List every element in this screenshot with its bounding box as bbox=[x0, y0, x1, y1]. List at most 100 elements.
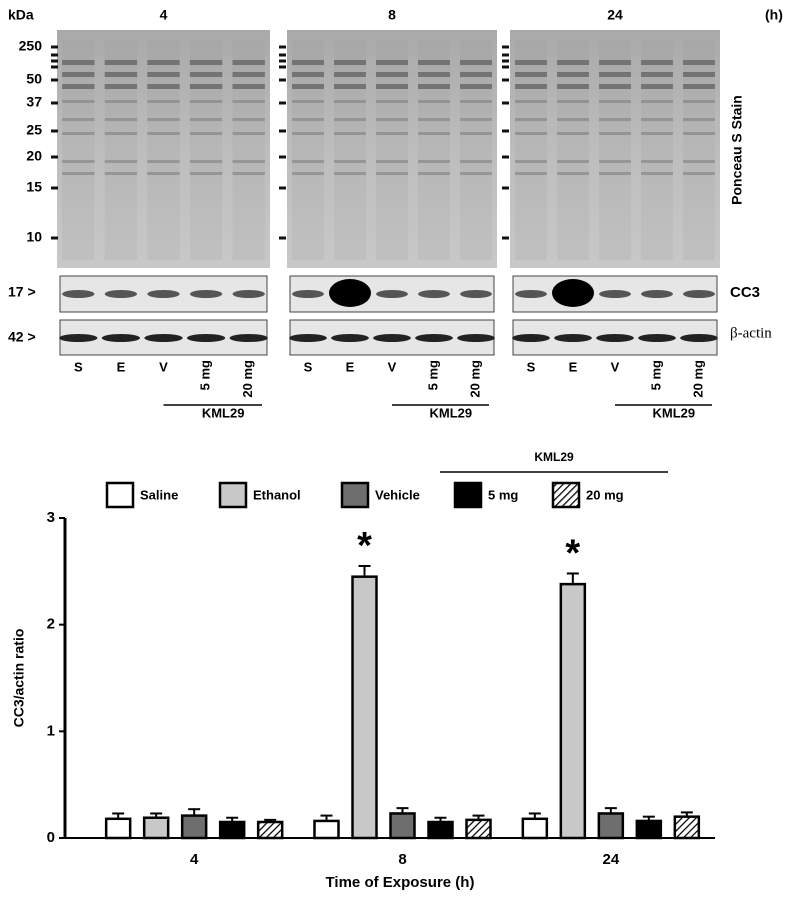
gel-band bbox=[515, 84, 547, 89]
gel-band bbox=[147, 84, 180, 89]
gel-band bbox=[599, 84, 631, 89]
group-label: KML29 bbox=[652, 405, 695, 420]
lane-shade bbox=[683, 40, 715, 260]
gel-band bbox=[460, 60, 492, 65]
gel-band bbox=[334, 84, 366, 89]
gel-band bbox=[599, 160, 631, 163]
gel-band bbox=[460, 172, 492, 175]
cc3-band bbox=[515, 290, 547, 298]
lane-label: E bbox=[346, 359, 355, 374]
y-tick-label: 2 bbox=[47, 616, 55, 633]
marker-tick bbox=[279, 59, 286, 63]
bar bbox=[673, 815, 701, 840]
marker-tick bbox=[502, 78, 509, 82]
gel-band bbox=[460, 160, 492, 163]
gel-band bbox=[418, 160, 450, 163]
gel-band bbox=[460, 84, 492, 89]
marker-tick bbox=[51, 129, 58, 133]
bar bbox=[559, 582, 587, 840]
gel-band bbox=[557, 72, 589, 77]
gel-band bbox=[147, 172, 180, 175]
lane-label: V bbox=[159, 359, 168, 374]
actin-band bbox=[59, 334, 98, 342]
bar bbox=[597, 812, 625, 840]
lane-label: S bbox=[527, 359, 536, 374]
actin-band bbox=[512, 334, 550, 342]
marker-tick bbox=[51, 155, 58, 159]
marker-label: 20 bbox=[26, 148, 42, 164]
gel-band bbox=[418, 118, 450, 121]
gel-band bbox=[683, 100, 715, 103]
gel-band bbox=[515, 172, 547, 175]
lane-label: 20 mg bbox=[467, 360, 482, 398]
gel-band bbox=[292, 172, 324, 175]
bar bbox=[427, 820, 454, 840]
cc3-band bbox=[292, 290, 324, 298]
gel-band bbox=[641, 132, 673, 135]
lane-label: E bbox=[117, 359, 126, 374]
cc3-band bbox=[62, 290, 95, 298]
cc3-band bbox=[599, 290, 631, 298]
gel-band bbox=[334, 100, 366, 103]
bar bbox=[465, 818, 492, 840]
gel-band bbox=[232, 100, 265, 103]
gel-band bbox=[460, 132, 492, 135]
gel-band bbox=[418, 60, 450, 65]
gel-band bbox=[683, 72, 715, 77]
gel-band bbox=[376, 118, 408, 121]
gel-band bbox=[557, 132, 589, 135]
actin-band bbox=[638, 334, 676, 342]
marker-tick bbox=[279, 65, 286, 69]
gel-band bbox=[599, 100, 631, 103]
gel-band bbox=[515, 60, 547, 65]
lane-label: 5 mg bbox=[198, 360, 213, 390]
gel-band bbox=[189, 100, 223, 103]
bar bbox=[142, 816, 170, 840]
bar bbox=[351, 575, 378, 840]
cc3-band bbox=[552, 279, 594, 307]
gel-band bbox=[189, 160, 223, 163]
ponceau-gel bbox=[57, 30, 270, 268]
bar bbox=[104, 817, 132, 840]
gel-band bbox=[334, 72, 366, 77]
gel-band bbox=[557, 60, 589, 65]
gel-band bbox=[515, 100, 547, 103]
gel-band bbox=[641, 100, 673, 103]
cc3-band bbox=[147, 290, 180, 298]
actin-band bbox=[101, 334, 141, 342]
gel-band bbox=[641, 160, 673, 163]
marker-label: 37 bbox=[26, 94, 42, 110]
marker-tick bbox=[51, 78, 58, 82]
gel-band bbox=[599, 60, 631, 65]
lane-shade bbox=[189, 40, 223, 260]
cc3-label: CC3 bbox=[730, 284, 760, 301]
gel-band bbox=[189, 84, 223, 89]
actin-band bbox=[186, 334, 226, 342]
gel-band bbox=[418, 172, 450, 175]
actin-label: β-actin bbox=[730, 325, 772, 341]
gel-band bbox=[376, 100, 408, 103]
gel-band bbox=[147, 118, 180, 121]
marker-tick bbox=[279, 129, 286, 133]
gel-band bbox=[515, 132, 547, 135]
gel-band bbox=[460, 118, 492, 121]
marker-tick bbox=[502, 155, 509, 159]
gel-band bbox=[104, 72, 138, 77]
gel-band bbox=[683, 60, 715, 65]
lane-shade bbox=[147, 40, 180, 260]
gel-band bbox=[104, 132, 138, 135]
gel-band bbox=[147, 160, 180, 163]
actin-marker: 42 > bbox=[8, 329, 36, 345]
gel-band bbox=[62, 160, 95, 163]
actin-band bbox=[415, 334, 453, 342]
gel-band bbox=[599, 172, 631, 175]
legend-swatch bbox=[218, 481, 248, 509]
cc3-band bbox=[376, 290, 408, 298]
y-tick-label: 0 bbox=[47, 829, 55, 846]
significance-mark: * bbox=[565, 532, 580, 574]
gel-band bbox=[189, 172, 223, 175]
gel-band bbox=[147, 132, 180, 135]
lane-shade bbox=[515, 40, 547, 260]
legend-label: Vehicle bbox=[375, 487, 420, 502]
marker-tick bbox=[51, 45, 58, 49]
